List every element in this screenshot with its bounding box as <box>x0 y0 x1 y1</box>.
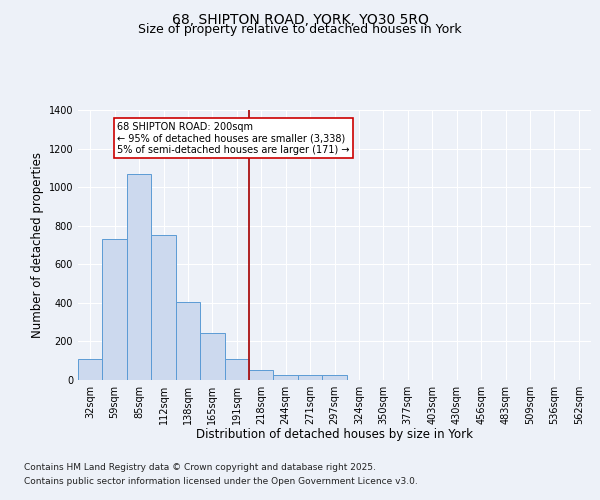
Text: 68, SHIPTON ROAD, YORK, YO30 5RQ: 68, SHIPTON ROAD, YORK, YO30 5RQ <box>172 12 428 26</box>
Bar <box>298 375 322 380</box>
Bar <box>151 236 176 380</box>
Bar <box>322 375 347 380</box>
Bar <box>224 359 249 380</box>
Bar <box>176 302 200 380</box>
Bar <box>274 375 298 380</box>
Bar <box>200 333 224 380</box>
Text: 68 SHIPTON ROAD: 200sqm
← 95% of detached houses are smaller (3,338)
5% of semi-: 68 SHIPTON ROAD: 200sqm ← 95% of detache… <box>117 122 350 155</box>
Bar <box>249 370 274 380</box>
X-axis label: Distribution of detached houses by size in York: Distribution of detached houses by size … <box>196 428 473 442</box>
Text: Contains HM Land Registry data © Crown copyright and database right 2025.: Contains HM Land Registry data © Crown c… <box>24 464 376 472</box>
Text: Size of property relative to detached houses in York: Size of property relative to detached ho… <box>138 24 462 36</box>
Bar <box>127 174 151 380</box>
Text: Contains public sector information licensed under the Open Government Licence v3: Contains public sector information licen… <box>24 477 418 486</box>
Bar <box>78 359 103 380</box>
Bar <box>103 239 127 380</box>
Y-axis label: Number of detached properties: Number of detached properties <box>31 152 44 338</box>
